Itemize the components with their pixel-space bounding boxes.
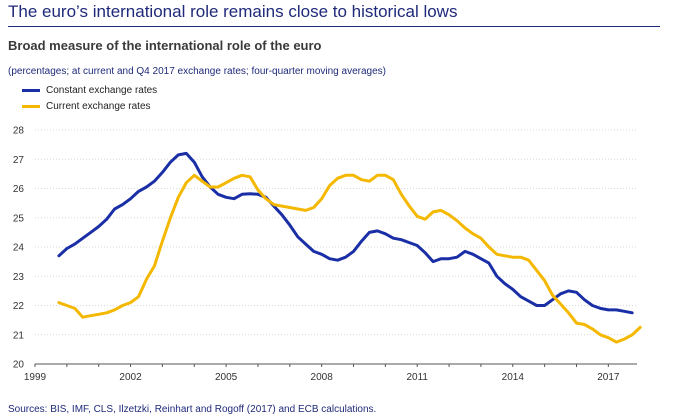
legend-swatch-current xyxy=(22,104,40,108)
y-tick-label-24: 24 xyxy=(13,243,25,254)
legend-item-constant: Constant exchange rates xyxy=(22,82,157,98)
x-tick-label-2014: 2014 xyxy=(502,372,525,383)
chart-title: Broad measure of the international role … xyxy=(8,38,322,53)
y-tick-label-26: 26 xyxy=(13,184,25,195)
series-line-constant xyxy=(57,151,634,315)
legend-item-current: Current exchange rates xyxy=(22,98,157,114)
source-note: Sources: BIS, IMF, CLS, Ilzetzki, Reinha… xyxy=(8,404,377,415)
y-tick-label-28: 28 xyxy=(13,126,25,137)
y-tick-label-27: 27 xyxy=(13,155,25,166)
x-tick-label-2002: 2002 xyxy=(119,372,142,383)
y-tick-label-22: 22 xyxy=(13,301,25,312)
page-title: The euro’s international role remains cl… xyxy=(8,2,458,21)
x-tick-label-2011: 2011 xyxy=(406,372,428,383)
y-tick-label-20: 20 xyxy=(13,360,25,371)
x-tick-label-2008: 2008 xyxy=(311,372,334,383)
chart-subtitle: (percentages; at current and Q4 2017 exc… xyxy=(8,66,386,77)
series-line-current xyxy=(57,173,642,344)
x-tick-label-1999: 1999 xyxy=(24,372,47,383)
chart-legend: Constant exchange rates Current exchange… xyxy=(22,82,157,114)
x-tick-label-2017: 2017 xyxy=(597,372,620,383)
y-tick-label-23: 23 xyxy=(13,272,25,283)
legend-label-current: Current exchange rates xyxy=(46,100,151,112)
title-divider xyxy=(8,26,660,27)
y-tick-label-21: 21 xyxy=(13,330,25,341)
legend-label-constant: Constant exchange rates xyxy=(46,84,158,96)
line-chart: 20 21 22 23 24 25 26 27 28 1999 2002 2005 2008 2011 20… xyxy=(13,126,642,383)
legend-swatch-constant xyxy=(22,88,40,92)
y-tick-label-25: 25 xyxy=(13,213,25,224)
x-tick-label-2005: 2005 xyxy=(215,372,238,383)
